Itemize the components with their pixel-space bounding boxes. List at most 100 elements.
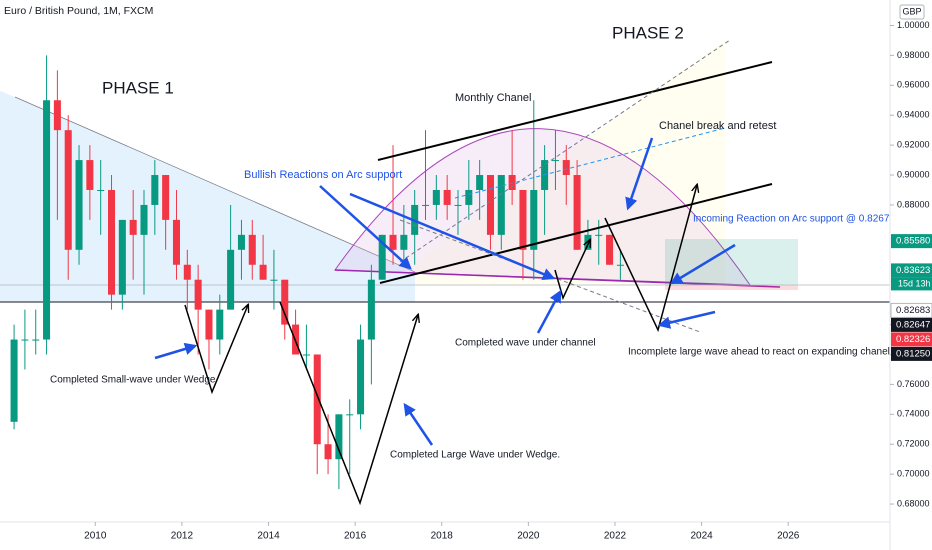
drawings-front: PHASE 1 PHASE 2 Monthly Chanel Chanel br…: [50, 23, 890, 506]
candle-body: [64, 130, 72, 250]
x-tick-label: 2012: [171, 531, 194, 542]
candle-body: [346, 414, 354, 416]
candle-body: [573, 175, 581, 250]
annotation: PHASE 2: [612, 23, 684, 42]
x-tick-label: 2026: [777, 531, 800, 542]
y-tick-label: 0.76000: [897, 379, 930, 389]
candle-body: [562, 160, 570, 176]
arrow: [154, 342, 198, 360]
annotation: Incoming Reaction on Arc support @ 0.826…: [693, 214, 890, 225]
candle-body: [32, 339, 40, 341]
candle-body: [595, 234, 603, 236]
candle-body: [227, 249, 235, 310]
x-tick-label: 2020: [517, 531, 540, 542]
y-tick-label: 1.00000: [897, 20, 930, 30]
candle-body: [172, 219, 181, 265]
price-label-bg: [891, 332, 932, 347]
price-label: 0.82326: [896, 334, 930, 345]
candle-body: [551, 160, 559, 162]
candle-body: [281, 279, 289, 325]
price-label-bg: [891, 263, 932, 278]
candle-body: [519, 189, 527, 250]
candle-body: [606, 234, 614, 265]
arrow: [625, 137, 654, 211]
y-tick-label: 0.98000: [897, 50, 930, 60]
price-label-bg: [891, 346, 932, 361]
annotation: Chanel break and retest: [659, 120, 776, 132]
candle-body: [584, 234, 592, 250]
x-tick-label: 2024: [690, 531, 713, 542]
price-label-bg: [891, 317, 932, 332]
annotation: Incomplete large wave ahead to react on …: [628, 347, 890, 358]
candle-body: [86, 160, 94, 190]
price-label: 0.85580: [896, 236, 930, 247]
candle-body: [324, 444, 332, 460]
candle-body: [530, 189, 538, 250]
annotation: Completed wave under channel: [455, 338, 596, 349]
candle-body: [432, 189, 440, 205]
x-tick-label: 2022: [604, 531, 627, 542]
candle-body: [313, 354, 321, 445]
arrow: [669, 243, 736, 285]
candle-body: [259, 264, 267, 280]
arrow: [657, 310, 716, 329]
countdown: 15d 13h: [898, 278, 931, 288]
candle-body: [205, 309, 213, 340]
y-tick-label: 0.94000: [897, 110, 930, 120]
annotation: Bullish Reactions on Arc support: [244, 169, 402, 181]
candle-body: [75, 160, 83, 250]
currency-box[interactable]: [899, 4, 925, 20]
candle-body: [162, 175, 170, 220]
annotation: PHASE 1: [102, 78, 174, 97]
candle-body: [378, 234, 386, 280]
wave: [604, 185, 697, 333]
wedge-area: [0, 91, 415, 302]
price-label: 0.81250: [896, 348, 930, 359]
wave: [279, 301, 418, 506]
candle-body: [465, 189, 473, 205]
candle-body: [616, 264, 624, 266]
arrows: [154, 137, 736, 446]
annotation: Completed Small-wave under Wedge: [50, 375, 216, 386]
price-label: 0.82647: [896, 319, 930, 330]
arc: [334, 128, 751, 286]
candle-body: [129, 219, 137, 235]
channel-bottom: [379, 183, 773, 284]
candle-body: [421, 204, 430, 206]
candle-body: [237, 234, 245, 250]
y-tick-label: 0.92000: [897, 139, 930, 149]
wave: [184, 305, 248, 395]
y-tick-label: 0.88000: [897, 199, 930, 209]
symbol-title: Euro / British Pound, 1M, FXCM: [4, 5, 153, 17]
candle-body: [21, 339, 29, 341]
candle-body: [216, 309, 224, 340]
y-tick-label: 0.68000: [897, 498, 930, 508]
candle-body: [389, 234, 397, 250]
currency[interactable]: GBP: [902, 6, 921, 16]
candle-body: [497, 175, 505, 235]
y-tick-label: 0.70000: [897, 469, 930, 479]
candle-body: [248, 234, 256, 265]
x-tick-label: 2014: [257, 531, 280, 542]
arrow: [349, 192, 556, 280]
price-label-bg: [891, 234, 932, 249]
candle-body: [140, 204, 148, 235]
x-tick-label: 2016: [344, 531, 367, 542]
candle-body: [357, 339, 365, 415]
candle-body: [108, 189, 116, 295]
dashed-line: [399, 39, 731, 263]
y-tick-label: 0.72000: [897, 439, 930, 449]
annotation: Monthly Chanel: [455, 92, 531, 104]
candle-body: [302, 354, 310, 356]
candle-body: [183, 264, 191, 280]
price-label: 0.83623: [896, 265, 930, 276]
wedge-line: [14, 96, 416, 273]
y-tick-label: 0.74000: [897, 409, 930, 419]
candle-body: [400, 234, 408, 250]
channel-top: [377, 61, 773, 161]
arrow: [403, 402, 434, 446]
candle-body: [97, 189, 105, 191]
header-bg: [0, 0, 196, 20]
y-tick-label: 0.96000: [897, 80, 930, 90]
